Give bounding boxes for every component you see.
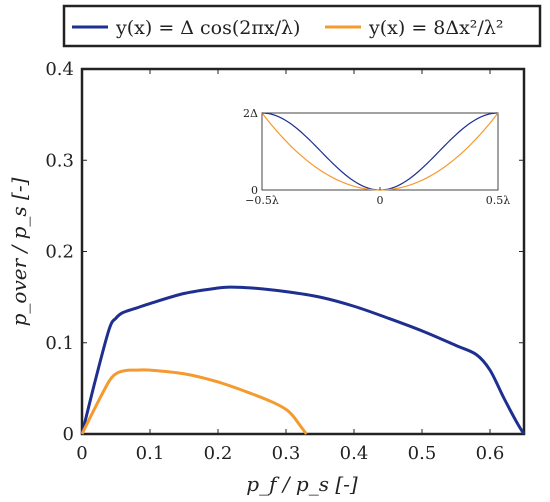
x-tick-label: 0.1 bbox=[136, 443, 165, 464]
y-axis-label: p_over / p_s [-] bbox=[7, 177, 31, 326]
x-tick-label: 0.2 bbox=[204, 443, 233, 464]
legend-label-quadratic: y(x) = 8Δx²/λ² bbox=[368, 17, 503, 39]
inset-x-tick-label: 0.5λ bbox=[486, 194, 510, 207]
y-tick-label: 0.4 bbox=[45, 59, 74, 80]
x-tick-label: 0 bbox=[76, 443, 87, 464]
x-tick-label: 0.5 bbox=[408, 443, 437, 464]
main-series-layer bbox=[80, 285, 526, 435]
series-line-cos bbox=[80, 285, 526, 435]
legend-box bbox=[62, 4, 542, 48]
x-axis-label: p_f / p_s [-] bbox=[246, 472, 358, 496]
inset-x-tick-label: 0 bbox=[377, 194, 384, 207]
x-tick-label: 0.3 bbox=[272, 443, 301, 464]
x-tick-label: 0.6 bbox=[476, 443, 505, 464]
y-tick-label: 0.3 bbox=[45, 150, 74, 171]
inset-x-tick-label: −0.5λ bbox=[245, 194, 279, 207]
inset-frame bbox=[261, 112, 499, 191]
y-tick-label: 0.2 bbox=[45, 242, 74, 263]
inset-y-tick-label: 0 bbox=[251, 184, 258, 197]
legend-label-cos: y(x) = Δ cos(2πx/λ) bbox=[115, 17, 300, 39]
legend: y(x) = Δ cos(2πx/λ) y(x) = 8Δx²/λ² bbox=[62, 4, 542, 48]
series-line-quadratic bbox=[80, 368, 308, 435]
inset-y-tick-label: 2Δ bbox=[243, 107, 258, 120]
y-tick-label: 0 bbox=[63, 424, 74, 445]
main-axis-ticks: 0 0.1 0.2 0.3 0.4 0.5 0.6 0 0.1 0.2 0.3 0.4 bbox=[45, 59, 524, 464]
y-tick-label: 0.1 bbox=[45, 333, 74, 354]
x-tick-label: 0.4 bbox=[340, 443, 369, 464]
